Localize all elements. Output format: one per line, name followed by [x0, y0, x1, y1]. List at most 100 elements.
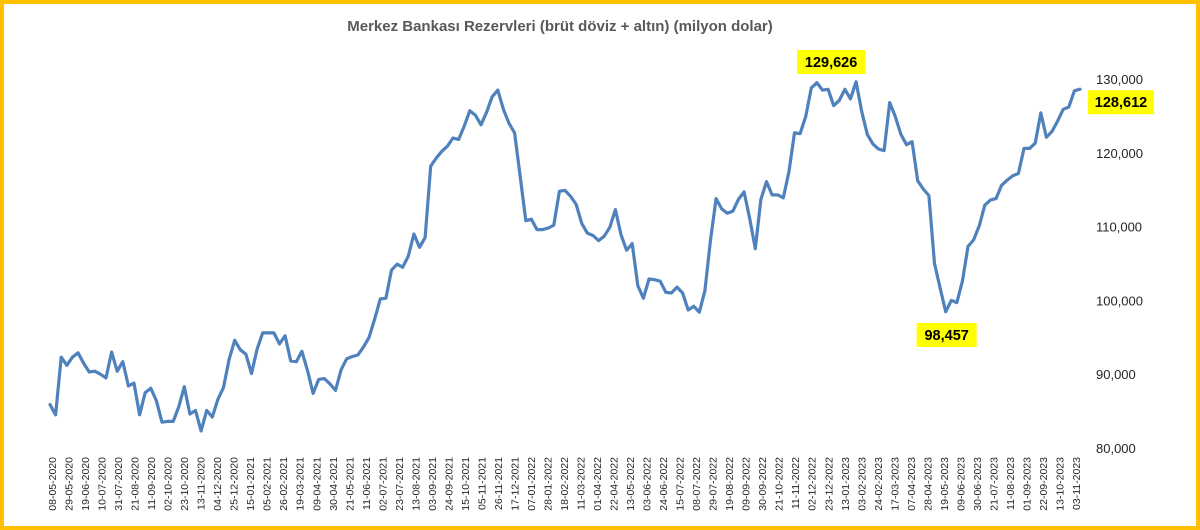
data-point — [866, 133, 869, 136]
svg-text:98,457: 98,457 — [924, 328, 968, 344]
data-point — [227, 358, 231, 361]
x-tick-label: 08-07-2022 — [691, 457, 703, 511]
data-point — [463, 125, 466, 128]
data-point — [793, 131, 796, 135]
data-point — [328, 382, 332, 385]
data-point — [1050, 130, 1054, 133]
data-point — [183, 385, 186, 388]
data-point — [658, 280, 662, 283]
data-point — [295, 360, 298, 363]
data-point — [838, 99, 841, 102]
x-tick-label: 09-09-2022 — [741, 457, 753, 511]
data-point — [283, 334, 287, 338]
data-point — [770, 193, 774, 197]
data-point — [250, 372, 253, 375]
data-point — [950, 299, 953, 302]
callout-last: 128,612 — [1088, 90, 1154, 115]
x-tick-label: 25-12-2020 — [229, 457, 241, 511]
x-tick-label: 02-10-2020 — [163, 457, 175, 511]
data-point — [580, 222, 583, 225]
data-point — [894, 115, 897, 118]
data-point — [742, 190, 746, 194]
data-point — [519, 175, 522, 178]
data-point — [451, 136, 455, 140]
data-point — [558, 189, 561, 193]
x-tick-label: 21-07-2023 — [988, 457, 1000, 511]
data-point — [1073, 89, 1076, 93]
data-point — [267, 331, 270, 335]
data-point — [916, 179, 919, 183]
data-point — [681, 291, 684, 295]
data-point — [110, 350, 113, 354]
data-point — [782, 196, 785, 200]
data-point — [222, 386, 225, 389]
data-point — [513, 131, 516, 135]
x-tick-label: 13-01-2023 — [840, 457, 852, 511]
data-point — [664, 291, 667, 294]
data-point — [826, 88, 830, 91]
data-point — [194, 409, 197, 412]
svg-text:129,626: 129,626 — [805, 55, 857, 71]
data-point — [670, 291, 673, 295]
data-point — [127, 384, 130, 388]
x-tick-label: 11-06-2021 — [361, 457, 373, 510]
x-tick-label: 01-09-2023 — [1021, 457, 1033, 511]
data-point — [121, 360, 124, 363]
data-point — [384, 296, 388, 300]
x-tick-label: 03-11-2023 — [1071, 457, 1083, 510]
x-tick-label: 19-03-2021 — [295, 457, 307, 511]
data-point — [440, 150, 444, 153]
callout-max: 129,626 — [797, 50, 866, 74]
x-tick-label: 17-03-2023 — [889, 457, 901, 511]
data-point — [765, 180, 768, 183]
x-tick-label: 30-09-2022 — [757, 457, 769, 511]
data-point — [351, 355, 354, 358]
data-point — [132, 381, 136, 385]
data-point — [552, 223, 556, 227]
chart-title: Merkez Bankası Rezervleri (brüt döviz + … — [347, 18, 773, 35]
data-point — [491, 95, 494, 98]
data-point — [1045, 136, 1048, 139]
data-point — [502, 108, 505, 111]
data-point — [647, 277, 651, 281]
data-point — [261, 331, 264, 335]
data-point — [966, 245, 970, 248]
data-point — [93, 370, 96, 373]
data-point — [334, 389, 337, 392]
data-point — [407, 254, 410, 258]
x-tick-label: 28-01-2022 — [542, 457, 554, 511]
data-point — [289, 359, 292, 363]
x-tick-label: 07-01-2022 — [526, 457, 538, 511]
data-point — [955, 301, 959, 304]
data-point — [323, 377, 326, 380]
data-point — [737, 198, 740, 201]
data-point — [199, 429, 203, 433]
x-tick-label: 24-02-2023 — [873, 457, 885, 511]
data-point — [547, 226, 550, 230]
x-tick-label: 24-06-2022 — [658, 457, 670, 511]
data-point — [849, 97, 852, 101]
x-tick-label: 19-08-2022 — [724, 457, 736, 511]
data-point — [541, 228, 544, 231]
data-point — [1017, 172, 1020, 175]
data-point — [507, 122, 511, 125]
data-point — [703, 289, 707, 293]
data-point — [944, 310, 947, 313]
x-tick-label: 30-06-2023 — [972, 457, 984, 511]
data-point — [278, 342, 281, 346]
y-tick-label: 90,000 — [1096, 367, 1136, 382]
data-point — [171, 420, 175, 423]
data-point — [759, 198, 763, 201]
x-tick-label: 08-05-2020 — [47, 457, 59, 511]
data-point — [1056, 119, 1059, 123]
x-tick-label: 05-02-2021 — [262, 457, 274, 511]
data-point — [457, 138, 460, 141]
x-tick-label: 26-11-2021 — [493, 457, 505, 510]
data-point — [731, 209, 735, 213]
data-point — [244, 353, 248, 356]
data-point — [619, 233, 623, 236]
data-point — [726, 212, 729, 215]
x-tick-label: 01-04-2022 — [592, 457, 604, 511]
y-tick-label: 130,000 — [1096, 72, 1143, 87]
x-tick-label: 09-06-2023 — [955, 457, 967, 511]
